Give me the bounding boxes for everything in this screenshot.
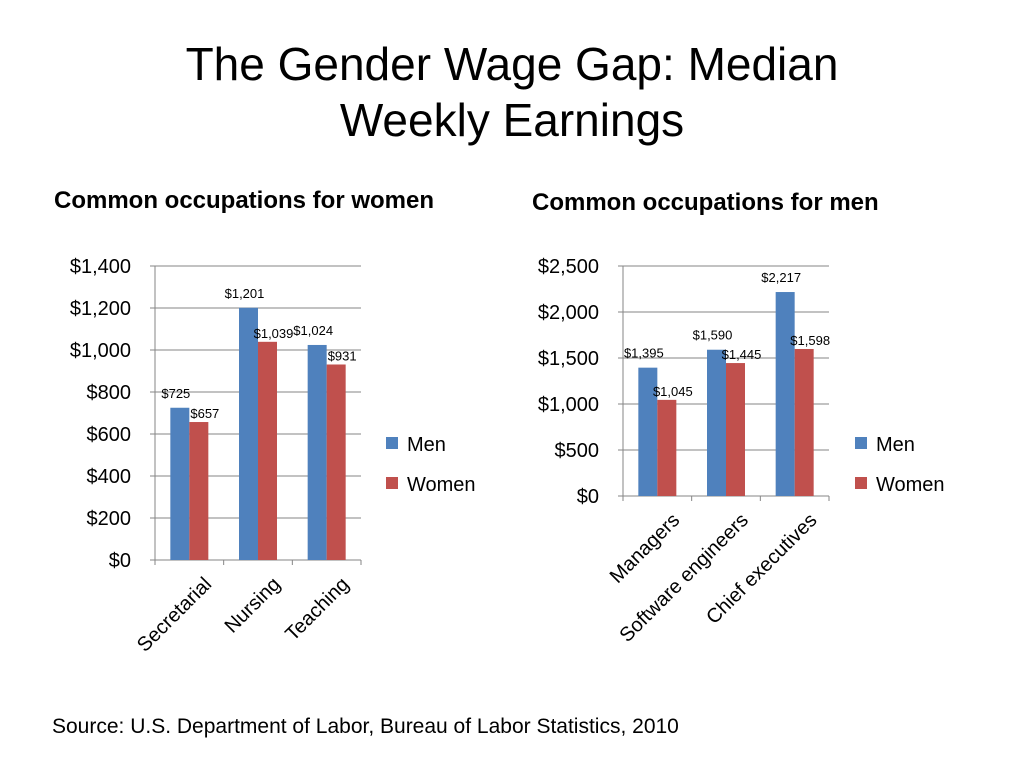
chart2-y-tick-label: $1,500 (538, 348, 599, 370)
chart1-data-label: $1,024 (293, 323, 333, 338)
chart1-legend-swatch-women (386, 477, 398, 489)
chart1-data-label: $657 (190, 406, 219, 421)
chart2-y-tick-label: $500 (555, 440, 600, 462)
chart1-data-label: $1,201 (225, 286, 265, 301)
chart2-bar-men (775, 292, 795, 496)
chart2-legend-swatch-men (855, 437, 867, 449)
chart2-bar-women (794, 348, 814, 496)
chart2-legend-label-men: Men (876, 434, 915, 456)
chart2-y-tick-label: $0 (577, 486, 599, 508)
source-note: Source: U.S. Department of Labor, Bureau… (52, 715, 679, 738)
chart1-y-tick-label: $800 (87, 382, 132, 404)
slide-title: The Gender Wage Gap: Median Weekly Earni… (185, 38, 839, 146)
chart2-data-label: $1,445 (722, 347, 762, 362)
chart1-bar-women (326, 364, 346, 560)
chart1-bar-women (258, 341, 277, 560)
chart1-y-tick-label: $400 (87, 466, 132, 488)
chart1-legend-label-women: Women (407, 474, 476, 496)
chart2-bar-women (726, 363, 745, 496)
chart1-category-label: Secretarial (133, 573, 216, 656)
chart1-legend-label-men: Men (407, 434, 446, 456)
chart1-category-label: Nursing (221, 573, 285, 637)
chart2-data-label: $1,598 (790, 333, 830, 348)
chart1-legend-swatch-men (386, 437, 398, 449)
chart2-bar-women (657, 399, 677, 496)
chart1-category-label: Teaching (281, 573, 353, 645)
chart1-y-tick-label: $0 (109, 550, 131, 572)
chart1-bar-men (170, 407, 190, 560)
chart1-y-tick-label: $1,400 (70, 256, 131, 278)
chart2-y-tick-label: $1,000 (538, 394, 599, 416)
chart1-data-label: $725 (161, 386, 190, 401)
chart1-data-label: $1,039 (254, 326, 294, 341)
chart2-data-label: $2,217 (761, 270, 801, 285)
chart2-data-label: $1,395 (624, 346, 664, 361)
chart2-data-label: $1,590 (693, 328, 733, 343)
chart2-bar-men (707, 349, 726, 496)
chart2-legend-label-women: Women (876, 474, 945, 496)
chart1-bar-men (307, 344, 327, 560)
chart1-y-tick-label: $600 (87, 424, 132, 446)
chart2-y-tick-label: $2,500 (538, 256, 599, 278)
chart2-y-tick-label: $2,000 (538, 302, 599, 324)
chart1-y-tick-label: $200 (87, 508, 132, 530)
chart-title-men-occupations: Common occupations for men (532, 189, 879, 216)
chart-title-women-occupations: Common occupations for women (54, 187, 435, 214)
chart2-data-label: $1,045 (653, 384, 693, 399)
chart2-legend-swatch-women (855, 477, 867, 489)
chart2-category-label: Software engineers (615, 509, 752, 646)
chart1-y-tick-label: $1,000 (70, 340, 131, 362)
chart2-bar-men (638, 367, 658, 496)
chart1-y-tick-label: $1,200 (70, 298, 131, 320)
chart1-bar-men (239, 307, 258, 560)
chart1-data-label: $931 (328, 348, 357, 363)
chart1-bar-women (189, 422, 209, 560)
